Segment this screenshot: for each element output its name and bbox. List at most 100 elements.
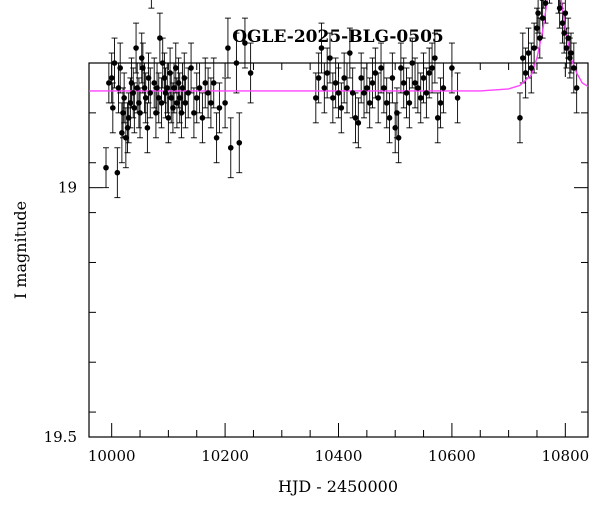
data-point xyxy=(315,75,322,81)
plot-frame xyxy=(88,62,589,438)
data-point xyxy=(168,95,175,101)
data-point xyxy=(412,80,418,86)
data-point xyxy=(563,45,570,51)
data-point xyxy=(233,60,240,66)
data-point xyxy=(222,100,228,106)
data-point xyxy=(158,100,165,106)
x-axis-label: HJD - 2450000 xyxy=(278,477,398,496)
data-point xyxy=(175,80,182,86)
data-point xyxy=(181,75,188,81)
data-point xyxy=(155,95,162,101)
data-point xyxy=(525,50,532,56)
data-point xyxy=(174,100,180,106)
data-point xyxy=(562,10,569,16)
data-point xyxy=(216,105,223,111)
data-point xyxy=(188,65,194,71)
data-point xyxy=(193,95,200,101)
data-point xyxy=(153,110,159,116)
data-point xyxy=(432,55,438,61)
data-point xyxy=(125,115,132,121)
data-point xyxy=(142,95,149,101)
data-point xyxy=(332,80,339,86)
data-point xyxy=(358,75,364,81)
data-point xyxy=(517,115,523,121)
data-point xyxy=(534,25,540,31)
data-point xyxy=(454,95,461,101)
data-point xyxy=(123,135,129,141)
data-point xyxy=(110,105,116,111)
data-point xyxy=(324,70,330,76)
data-point xyxy=(423,90,430,96)
data-point xyxy=(137,110,143,116)
data-point xyxy=(120,110,126,116)
data-point xyxy=(117,65,123,71)
data-point xyxy=(389,75,396,81)
data-point xyxy=(202,80,209,86)
data-point xyxy=(561,30,567,36)
data-point xyxy=(179,85,186,91)
data-point xyxy=(426,70,433,76)
x-tick-label: 10000 xyxy=(88,447,136,465)
data-point xyxy=(434,115,441,121)
data-point xyxy=(172,65,179,71)
data-point xyxy=(338,105,345,111)
data-point xyxy=(182,100,189,106)
data-point xyxy=(372,70,379,76)
data-point xyxy=(398,65,404,71)
data-point xyxy=(225,45,231,51)
axis-ticks xyxy=(89,62,588,438)
data-point xyxy=(528,65,535,71)
data-point xyxy=(366,100,373,106)
data-point xyxy=(210,80,217,86)
data-point xyxy=(344,85,350,91)
data-point xyxy=(568,50,574,56)
data-point xyxy=(196,85,203,91)
data-points xyxy=(103,0,580,176)
data-point xyxy=(361,90,367,96)
x-tick-label: 10800 xyxy=(541,447,589,465)
data-point xyxy=(352,115,359,121)
data-point xyxy=(437,100,444,106)
data-point xyxy=(567,55,573,61)
data-point xyxy=(227,144,234,151)
data-point xyxy=(386,115,393,121)
data-point xyxy=(191,110,197,116)
data-point xyxy=(124,125,131,131)
data-point xyxy=(130,90,137,96)
x-tick-label: 10600 xyxy=(428,447,476,465)
data-point xyxy=(542,0,549,6)
data-point xyxy=(349,90,356,96)
data-point xyxy=(115,85,122,91)
data-point xyxy=(440,85,447,91)
data-point xyxy=(403,90,410,96)
data-point xyxy=(378,65,384,71)
data-point xyxy=(136,100,142,106)
data-point xyxy=(131,105,138,111)
x-tick-label: 10200 xyxy=(201,447,249,465)
data-point xyxy=(400,80,407,86)
data-point xyxy=(539,15,546,21)
data-point xyxy=(247,70,254,76)
data-point xyxy=(154,85,160,91)
data-point xyxy=(106,80,112,86)
data-point xyxy=(170,105,176,111)
data-point xyxy=(369,80,376,86)
data-point xyxy=(119,130,125,136)
data-point xyxy=(406,100,413,106)
data-point xyxy=(347,50,353,56)
y-tick-label: 19.5 xyxy=(44,428,77,446)
tick-labels: 100001020010400106001080018.51919.5 xyxy=(44,179,590,465)
data-point xyxy=(341,75,347,81)
data-point xyxy=(420,75,427,81)
data-point xyxy=(383,100,390,106)
data-point xyxy=(571,65,577,71)
chart-title: OGLE-2025-BLG-0505 xyxy=(232,27,444,47)
data-point xyxy=(144,125,151,131)
data-point xyxy=(208,100,214,106)
data-point xyxy=(138,55,145,61)
data-point xyxy=(522,70,529,76)
data-point xyxy=(213,135,220,141)
data-point xyxy=(415,85,421,91)
data-point xyxy=(355,120,362,126)
data-point xyxy=(573,85,580,91)
